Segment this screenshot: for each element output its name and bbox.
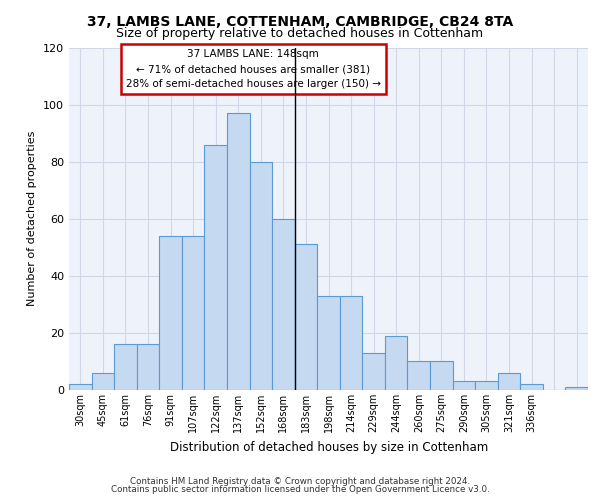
Bar (362, 353, 385, 390)
Text: Contains public sector information licensed under the Open Government Licence v3: Contains public sector information licen… (110, 484, 490, 494)
Bar (407, 362, 430, 390)
Bar (69, 384, 92, 390)
Bar (385, 336, 407, 390)
Text: Size of property relative to detached houses in Cottenham: Size of property relative to detached ho… (116, 28, 484, 40)
Text: Contains HM Land Registry data © Crown copyright and database right 2024.: Contains HM Land Registry data © Crown c… (130, 477, 470, 486)
Bar (520, 384, 543, 390)
Text: Distribution of detached houses by size in Cottenham: Distribution of detached houses by size … (170, 441, 488, 454)
Bar (317, 296, 340, 390)
Bar (272, 219, 295, 390)
Bar (250, 162, 272, 390)
Bar (227, 113, 250, 390)
Bar (92, 373, 114, 390)
Bar (205, 144, 227, 390)
Bar (565, 387, 588, 390)
Text: 37 LAMBS LANE: 148sqm
← 71% of detached houses are smaller (381)
28% of semi-det: 37 LAMBS LANE: 148sqm ← 71% of detached … (126, 49, 381, 89)
Bar (114, 344, 137, 390)
Y-axis label: Number of detached properties: Number of detached properties (28, 131, 37, 306)
Text: 37, LAMBS LANE, COTTENHAM, CAMBRIDGE, CB24 8TA: 37, LAMBS LANE, COTTENHAM, CAMBRIDGE, CB… (87, 15, 513, 29)
Bar (498, 373, 520, 390)
Bar (137, 344, 159, 390)
Bar (452, 382, 475, 390)
Bar (182, 236, 205, 390)
Bar (159, 236, 182, 390)
Bar (475, 382, 498, 390)
Bar (340, 296, 362, 390)
Bar (430, 362, 452, 390)
Bar (295, 244, 317, 390)
